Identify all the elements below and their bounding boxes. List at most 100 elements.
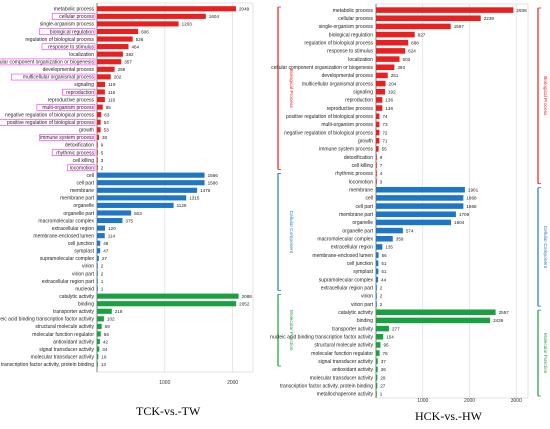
value-label: 202 xyxy=(114,75,122,80)
category-label: membrane xyxy=(349,188,373,194)
bar-organelle-part xyxy=(97,210,132,216)
value-label: 51 xyxy=(381,261,387,266)
bar-positive-regulation-of-biological-process xyxy=(376,113,380,120)
bar-cell-part xyxy=(97,180,205,186)
category-label: locomotion xyxy=(349,179,373,185)
value-label: 277 xyxy=(392,326,400,331)
bar-membrane-part xyxy=(376,211,456,218)
category-label: signaling xyxy=(74,82,94,88)
value-label: 76 xyxy=(383,351,389,356)
value-label: 27 xyxy=(102,256,108,261)
category-label: positive regulation of biological proces… xyxy=(7,120,94,126)
category-label: catalytic activity xyxy=(338,310,373,316)
bar-biological-regulation xyxy=(97,28,139,35)
category-label: developmental process xyxy=(322,73,374,79)
bar-single-organism-process xyxy=(97,21,179,27)
bar-regulation-of-biological-process xyxy=(97,36,133,42)
bar-reproductive-process xyxy=(376,105,383,111)
bar-immune-system-process xyxy=(97,134,100,140)
label-highlight xyxy=(67,164,96,172)
bar-molecular-function-regulator xyxy=(376,350,380,356)
category-label: molecular function regulator xyxy=(311,351,373,357)
category-label: metallochaperone activity xyxy=(317,392,374,398)
category-label: growth xyxy=(79,128,94,134)
value-label: 72 xyxy=(382,130,388,135)
value-label: 1868 xyxy=(466,204,477,209)
category-label-molecular: Molecular Function xyxy=(542,333,548,374)
category-label: rhythmic process xyxy=(56,150,94,156)
value-label: 71 xyxy=(382,139,388,144)
bar-virion xyxy=(376,293,377,299)
category-label: positive regulation of biological proces… xyxy=(286,114,373,120)
bar-molecular-function-regulator xyxy=(97,331,101,337)
category-label: multicellular organismal process xyxy=(302,81,374,87)
value-label: 3 xyxy=(380,179,383,184)
bar-detoxification xyxy=(97,142,98,148)
category-label: cell xyxy=(365,196,373,202)
value-label: 114 xyxy=(108,233,116,238)
bar-transporter-activity xyxy=(376,325,389,332)
bar-antioxidant-activity xyxy=(376,366,378,373)
bar-multicellular-organismal-process xyxy=(376,80,386,87)
value-label: 13 xyxy=(101,362,107,367)
value-label: 119 xyxy=(108,82,116,87)
bar-metabolic-process xyxy=(97,6,236,12)
label-highlight xyxy=(62,88,96,96)
value-label: 1315 xyxy=(189,196,200,201)
bar-organelle-part xyxy=(376,227,403,234)
bar-negative-regulation-of-biological-process xyxy=(97,112,102,118)
chart-left: 1000 2000 metabolic process 2049 cellular pr… xyxy=(0,2,294,386)
category-label: nucleic acid binding transcription facto… xyxy=(270,335,373,341)
bar-multi-organism-process xyxy=(376,121,380,128)
value-label: 1 xyxy=(380,392,383,397)
category-label: structural molecule activity xyxy=(35,324,94,330)
category-label: multi-organism process xyxy=(321,122,373,128)
bar-extracellular-region-part xyxy=(97,278,98,284)
bar-multi-organism-process xyxy=(97,104,103,110)
bar-catalytic-activity xyxy=(376,309,496,316)
value-label: 63 xyxy=(104,112,110,117)
category-label: single-organism process xyxy=(40,22,95,28)
bar-cell-junction xyxy=(376,260,379,267)
value-label: 7 xyxy=(380,163,383,168)
value-label: 116 xyxy=(108,97,116,102)
category-label: membrane-enclosed lumen xyxy=(33,233,94,239)
value-label: 2938 xyxy=(516,8,527,13)
bar-macromolecular-complex xyxy=(376,235,393,242)
category-label-cellular: Cellular Component xyxy=(288,211,294,254)
value-label: 116 xyxy=(108,90,116,95)
value-label: 688 xyxy=(411,41,419,46)
category-label: antioxidant activity xyxy=(332,367,373,373)
value-label: 1 xyxy=(101,279,104,284)
bar-negative-regulation-of-biological-process xyxy=(376,129,380,136)
bar-binding xyxy=(97,301,237,307)
bar-cell-killing xyxy=(97,157,98,163)
category-label: binding xyxy=(357,318,373,324)
value-label: 357 xyxy=(124,60,132,65)
category-label: structural molecule activity xyxy=(314,343,373,349)
value-label: 2049 xyxy=(239,7,250,12)
bar-nucleoid xyxy=(97,286,98,292)
plot-frame xyxy=(96,2,254,373)
bar-locomotion xyxy=(376,178,377,185)
category-label: organelle part xyxy=(63,211,94,217)
value-label: 1476 xyxy=(200,188,211,193)
bar-metabolic-process xyxy=(376,7,514,13)
category-label: supramolecular complex xyxy=(319,277,374,283)
value-label: 259 xyxy=(118,67,126,72)
category-label: extracellular region part xyxy=(321,286,374,292)
value-label: 1868 xyxy=(466,196,477,201)
value-label: 2439 xyxy=(493,318,504,323)
plot-frame xyxy=(375,3,529,399)
bar-signal-transducer-activity xyxy=(97,346,100,352)
value-label: 2239 xyxy=(484,16,495,21)
bar-virion-part xyxy=(376,301,377,307)
category-label: cell part xyxy=(76,181,94,187)
value-label: 19 xyxy=(101,354,107,359)
category-label: catalytic activity xyxy=(59,294,94,300)
bar-signaling xyxy=(376,88,385,95)
category-label: symplast xyxy=(353,269,373,275)
bar-cellular-component-organization-or-biogenesis xyxy=(97,59,122,65)
bar-regulation-of-biological-process xyxy=(376,39,409,46)
category-label: organelle xyxy=(73,203,94,209)
